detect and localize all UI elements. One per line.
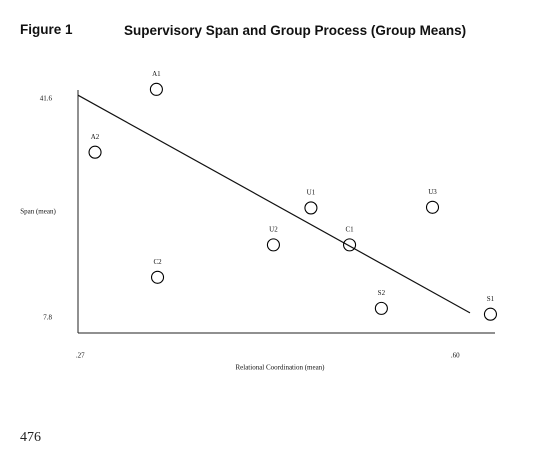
point-label: A1 [152, 70, 161, 78]
point [149, 82, 163, 96]
point [304, 201, 318, 215]
point-label: S2 [378, 289, 386, 297]
point [88, 145, 102, 159]
y-tick-label: 41.6 [40, 95, 53, 103]
point-label: C1 [345, 225, 354, 233]
y-tick-label: 7.8 [43, 314, 52, 322]
point [483, 307, 498, 321]
point-label: U1 [307, 189, 316, 197]
page-number: 476 [20, 430, 41, 445]
point [343, 238, 357, 252]
x-tick-label: .27 [76, 352, 85, 360]
y-axis-label: Span (mean) [20, 208, 56, 216]
point-label: U2 [269, 225, 278, 233]
point-label: U3 [428, 188, 437, 196]
point [425, 200, 440, 214]
point [150, 270, 165, 284]
figure-label: Figure 1 [20, 22, 73, 37]
x-axis-label: Relational Coordination (mean) [235, 364, 325, 372]
figure-title: Supervisory Span and Group Process (Grou… [124, 23, 467, 38]
point-label: S1 [487, 295, 495, 303]
point-label: C2 [153, 258, 162, 266]
x-tick-label: .60 [451, 352, 460, 360]
point [266, 238, 280, 252]
point-label: A2 [91, 133, 100, 141]
point [374, 301, 388, 315]
trend-line [77, 94, 471, 314]
